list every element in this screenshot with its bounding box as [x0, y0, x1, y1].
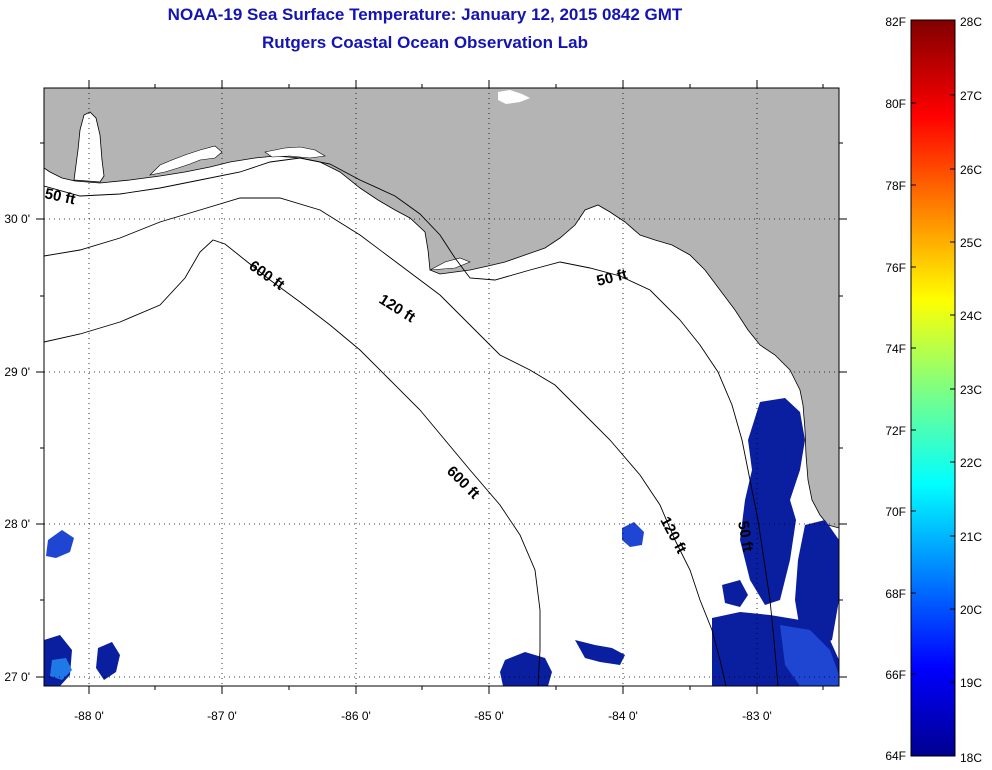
colorbar-label-f: 68F [885, 587, 906, 601]
chart-subtitle: Rutgers Coastal Ocean Observation Lab [262, 33, 588, 52]
lat-label: 28 0' [4, 517, 30, 531]
colorbar-label-f: 64F [885, 749, 906, 763]
coastal-bays [149, 145, 326, 176]
contour-label-50ft-east: 50 ft [595, 266, 629, 290]
lon-label: -83 0' [742, 709, 772, 723]
colorbar-label-c: 24C [960, 309, 982, 323]
colorbar-label-c: 18C [960, 751, 982, 765]
colorbar-label-c: 20C [960, 603, 982, 617]
colorbar-label-f: 82F [885, 15, 906, 29]
lon-label: -87 0' [207, 709, 237, 723]
lon-label: -88 0' [74, 709, 104, 723]
colorbar-label-c: 27C [960, 89, 982, 103]
land-mass [44, 88, 839, 529]
lon-label: -86 0' [341, 709, 371, 723]
colorbar-label-c: 23C [960, 383, 982, 397]
apalachee-shoreline [429, 257, 471, 271]
colorbar-label-f: 80F [885, 97, 906, 111]
lat-label: 29 0' [4, 365, 30, 379]
axis-ticks [36, 80, 847, 694]
chart-title: NOAA-19 Sea Surface Temperature: January… [167, 5, 683, 24]
colorbar-label-f: 78F [885, 179, 906, 193]
lon-label: -84 0' [608, 709, 638, 723]
plot-frame [43, 87, 840, 687]
colorbar-label-f: 66F [885, 668, 906, 682]
lat-label: 30 0' [4, 212, 30, 226]
colorbar-label-f: 72F [885, 424, 906, 438]
colorbar-label-c: 25C [960, 236, 982, 250]
depth-contours [44, 157, 779, 686]
colorbar-label-f: 76F [885, 261, 906, 275]
colorbar-label-f: 74F [885, 342, 906, 356]
colorbar-label-c: 21C [960, 530, 982, 544]
colorbar-ticks [911, 94, 955, 683]
colorbar-label-c: 22C [960, 456, 982, 470]
colorbar-label-c: 26C [960, 163, 982, 177]
sst-patches [44, 398, 839, 686]
contour-label-50ft-west: 50 ft [43, 185, 77, 208]
colorbar-label-c: 28C [960, 15, 982, 29]
inland-lake [498, 90, 530, 104]
lon-label: -85 0' [474, 709, 504, 723]
contour-label-50ft-south: 50 ft [734, 520, 756, 553]
colorbar-label-c: 19C [960, 676, 982, 690]
colorbar [910, 19, 956, 757]
colorbar-label-f: 70F [885, 505, 906, 519]
mobile-bay [73, 111, 105, 183]
lat-label: 27 0' [4, 670, 30, 684]
